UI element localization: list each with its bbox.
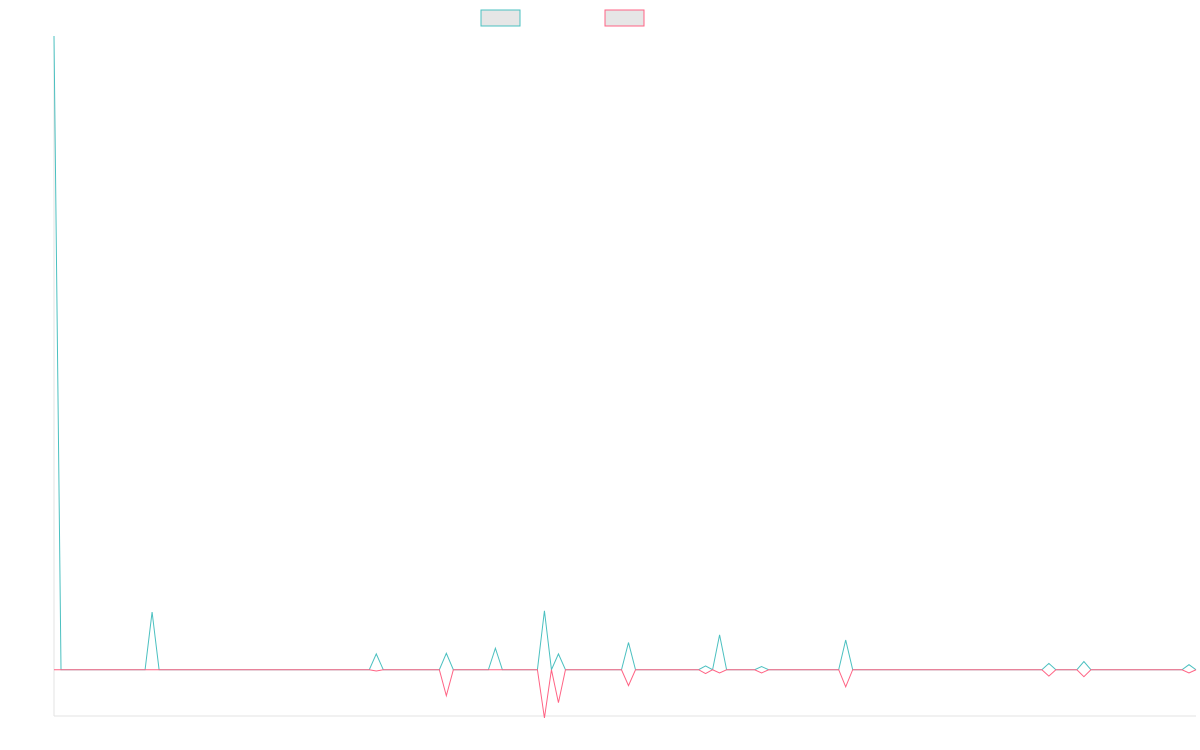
legend-swatch (604, 9, 645, 27)
legend-swatch (480, 9, 521, 27)
data-line (53, 35, 1197, 672)
data-line (54, 669, 1197, 718)
